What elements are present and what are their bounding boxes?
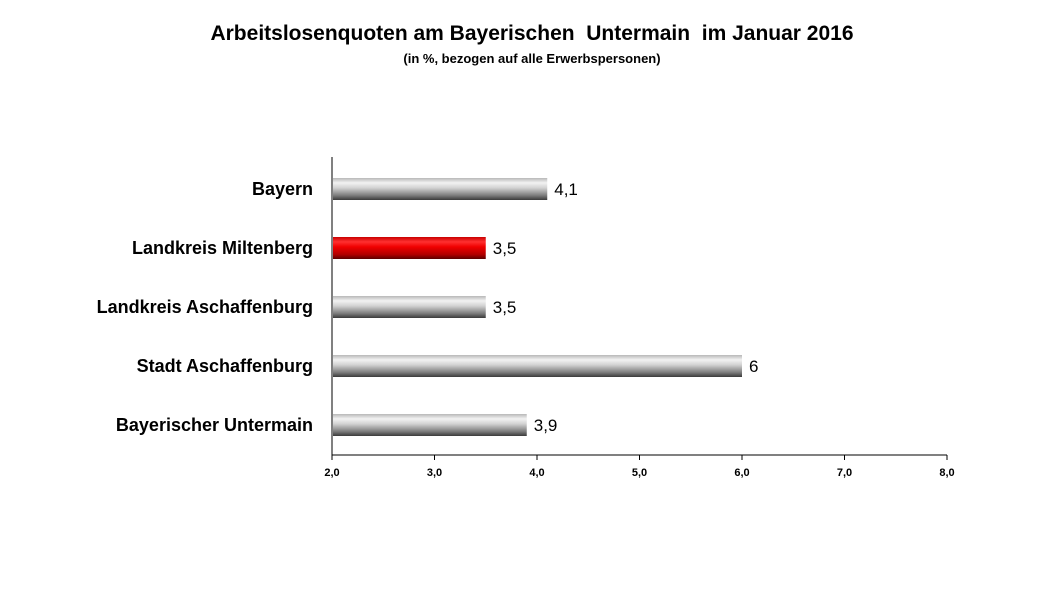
x-tick-label: 8,0 [939, 467, 954, 479]
x-tick-label: 3,0 [427, 467, 442, 479]
bar-bayerischer-untermain [333, 414, 527, 436]
value-label-landkreis-miltenberg: 3,5 [493, 239, 517, 258]
value-label-bayern: 4,1 [554, 180, 578, 199]
category-label-landkreis-aschaffenburg: Landkreis Aschaffenburg [97, 297, 313, 317]
category-label-landkreis-miltenberg: Landkreis Miltenberg [132, 238, 313, 258]
x-tick-label: 6,0 [734, 467, 749, 479]
bar-landkreis-miltenberg [333, 237, 486, 259]
bar-bayern [333, 178, 548, 200]
value-label-stadt-aschaffenburg: 6 [749, 357, 758, 376]
category-label-bayerischer-untermain: Bayerischer Untermain [116, 415, 313, 435]
value-label-landkreis-aschaffenburg: 3,5 [493, 298, 517, 317]
bar-landkreis-aschaffenburg [333, 296, 486, 318]
chart-subtitle: (in %, bezogen auf alle Erwerbspersonen) [403, 51, 661, 66]
chart-title: Arbeitslosenquoten am Bayerischen Unterm… [210, 22, 854, 45]
x-tick-label: 7,0 [837, 467, 852, 479]
bar-stadt-aschaffenburg [333, 355, 742, 377]
value-label-bayerischer-untermain: 3,9 [534, 416, 558, 435]
category-label-bayern: Bayern [252, 179, 313, 199]
x-tick-label: 2,0 [324, 467, 339, 479]
x-tick-label: 5,0 [632, 467, 647, 479]
x-tick-label: 4,0 [529, 467, 544, 479]
category-label-stadt-aschaffenburg: Stadt Aschaffenburg [137, 356, 313, 376]
